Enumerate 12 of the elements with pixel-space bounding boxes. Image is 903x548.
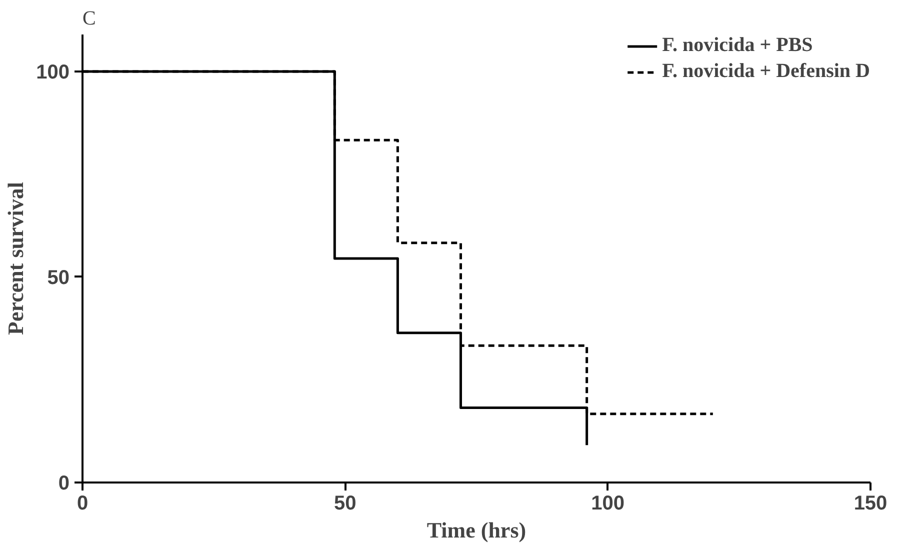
x-tick-label: 50 xyxy=(334,492,356,514)
x-tick-label: 0 xyxy=(76,492,88,514)
legend-label: F. novicida + PBS xyxy=(662,34,813,57)
x-tick-label: 150 xyxy=(854,492,888,514)
y-tick-label: 100 xyxy=(36,61,70,84)
x-axis-title: Time (hrs) xyxy=(426,518,526,542)
legend-label: F. novicida + Defensin D xyxy=(662,60,870,83)
y-tick-label: 0 xyxy=(58,472,70,494)
chart-title: C xyxy=(82,8,96,30)
y-tick-label: 50 xyxy=(47,266,70,289)
x-tick-label: 100 xyxy=(591,492,625,514)
y-axis-title: Percent survival xyxy=(3,182,28,335)
